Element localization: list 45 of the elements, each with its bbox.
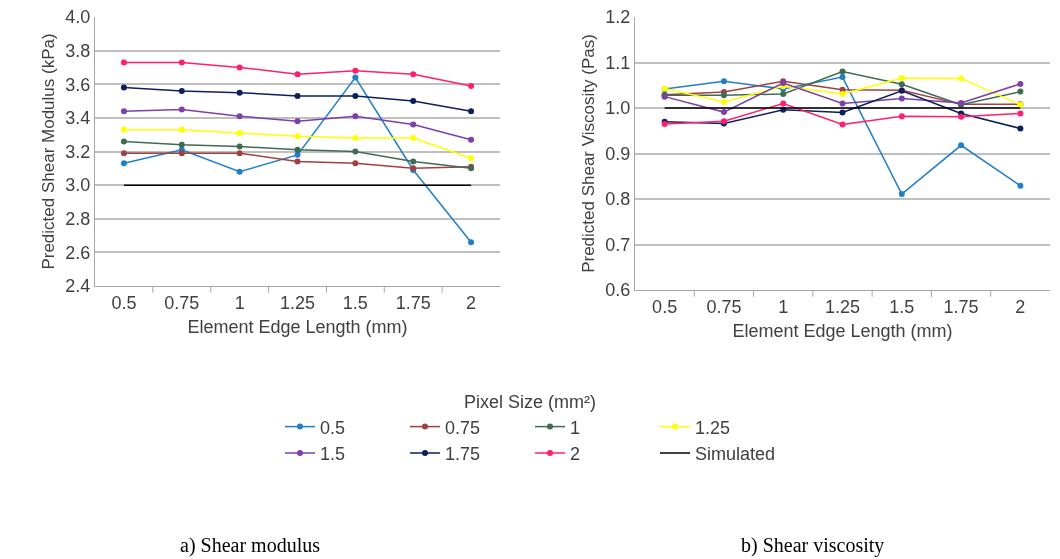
y-tick-label: 4.0 (65, 7, 91, 28)
legend-label: Simulated (695, 444, 776, 465)
x-tick-label: 0.75 (706, 296, 742, 317)
x-tick-label: 2 (1015, 296, 1026, 317)
y-tick-label: 2.4 (65, 276, 91, 297)
x-tick-label: 0.5 (652, 296, 678, 317)
x-tick-label: 1 (234, 292, 245, 313)
y-tick-label: 1.1 (605, 52, 631, 73)
x-tick-label: 1.25 (824, 296, 861, 317)
legend-label: 1 (570, 417, 581, 438)
x-tick-label: 0.75 (164, 292, 200, 313)
y-axis-title: Predicted Shear Modulus (kPa) (38, 33, 58, 270)
y-tick-label: 2.8 (65, 209, 91, 230)
x-tick-label: 2 (466, 292, 477, 313)
y-tick-label: 0.6 (605, 280, 631, 301)
legend-label: 0.5 (320, 417, 346, 438)
y-tick-label: 0.9 (605, 143, 631, 164)
x-tick-label: 1.75 (943, 296, 979, 317)
y-tick-label: 3.8 (65, 40, 91, 61)
legend-label: 1.25 (695, 417, 731, 438)
legend-label: 2 (570, 444, 581, 465)
text: a) Shear modulus (180, 534, 321, 557)
x-axis-title: Element Edge Length (mm) (187, 316, 408, 337)
legend-label: 1.5 (320, 444, 346, 465)
legend-title: Pixel Size (mm²) (463, 392, 597, 413)
x-tick-label: 1.25 (279, 292, 316, 313)
x-tick-label: 1.5 (342, 292, 368, 313)
x-tick-label: 0.5 (111, 292, 137, 313)
y-tick-label: 1.2 (605, 7, 631, 28)
y-tick-label: 0.8 (605, 189, 631, 210)
x-tick-label: 1 (778, 296, 789, 317)
x-tick-label: 1.75 (395, 292, 431, 313)
text: b) Shear viscosity (741, 534, 885, 557)
y-tick-label: 0.7 (605, 234, 631, 255)
y-tick-label: 3.6 (65, 74, 91, 95)
legend-label: 0.75 (445, 417, 481, 438)
y-tick-label: 1.0 (605, 98, 631, 119)
y-tick-label: 3.2 (65, 141, 91, 162)
y-axis-title: Predicted Shear Viscosity (Pas) (578, 34, 598, 273)
y-tick-label: 3.0 (65, 175, 91, 196)
y-tick-label: 2.6 (65, 242, 91, 263)
x-axis-title: Element Edge Length (mm) (732, 320, 953, 341)
y-tick-label: 3.4 (65, 108, 91, 129)
legend-label: 1.75 (445, 444, 481, 465)
x-tick-label: 1.5 (889, 296, 915, 317)
